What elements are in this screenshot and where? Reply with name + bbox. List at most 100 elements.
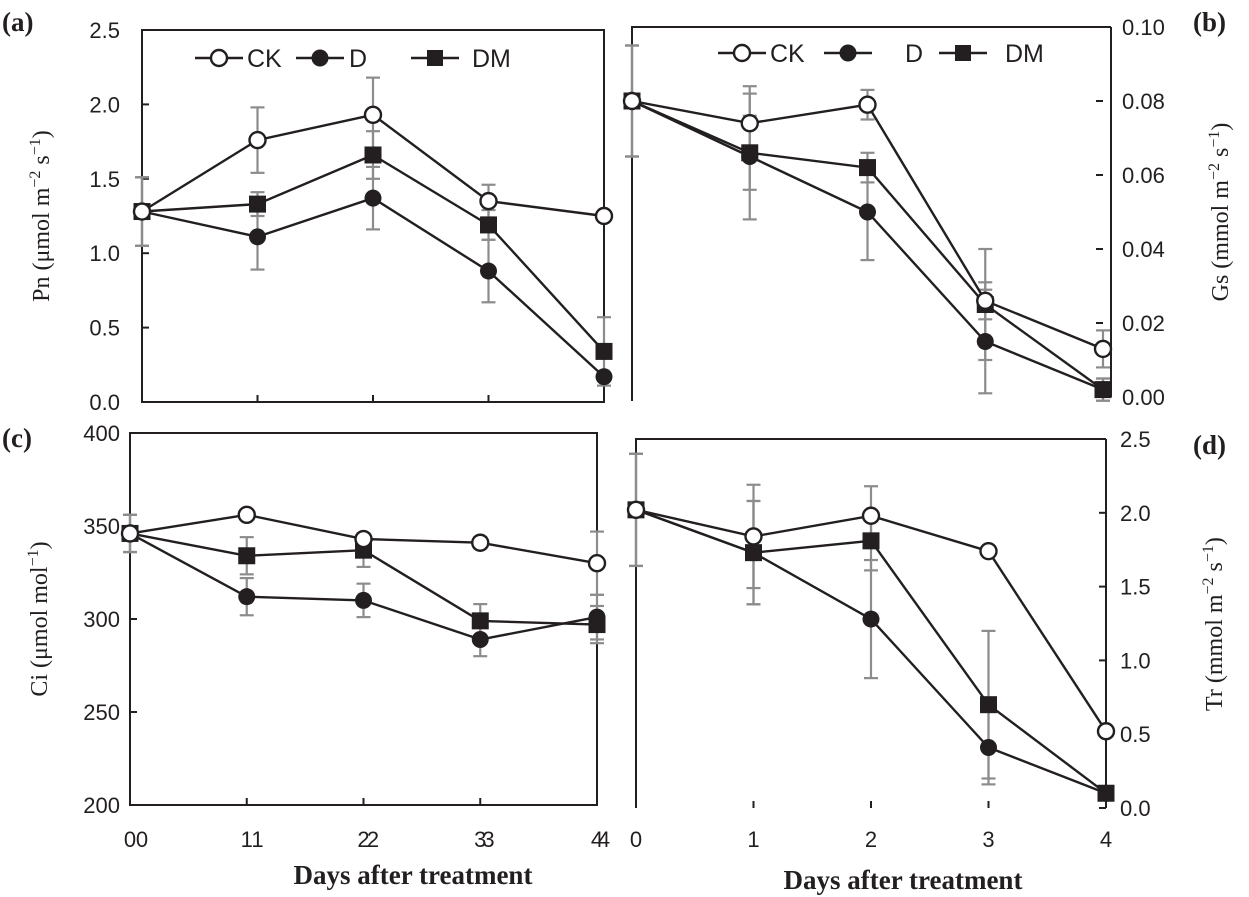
x-tick-label: 0 — [124, 827, 136, 852]
point-ck — [587, 554, 607, 573]
x-tick-label: 0 — [630, 827, 642, 852]
y-axis-label: Tr (mmol m−2 s−1) — [1200, 537, 1228, 711]
x-tick-label: 2 — [865, 827, 877, 852]
y-axis-label: Pn (μmol m−2 s−1) — [27, 130, 55, 302]
point-d — [364, 189, 382, 207]
point-d — [471, 630, 489, 648]
point-ck — [1093, 339, 1113, 359]
legend-marker-d — [839, 44, 857, 62]
panel-label: (a) — [2, 7, 33, 37]
y-tick-label: 1.5 — [89, 167, 120, 192]
panel-label: (b) — [1193, 7, 1226, 37]
y-ticks: 200 250 300 350 400 — [83, 421, 137, 818]
point-ck — [479, 191, 498, 211]
legend-marker-dm — [955, 45, 971, 61]
point-d — [588, 608, 606, 626]
point-ck — [363, 105, 383, 125]
point-dm — [238, 547, 256, 565]
y-tick-label: 0.02 — [1122, 311, 1165, 336]
x-axis-title-right: Days after treatment — [784, 865, 1023, 895]
y-ticks: 0.00 0.02 0.04 0.06 0.08 0.10 — [1096, 15, 1165, 410]
x-ticks: 0 1 2 3 4 — [630, 801, 1112, 852]
plot-frame — [635, 438, 1106, 808]
point-d — [980, 738, 997, 756]
point-d — [745, 544, 762, 562]
panel-b: 0.00 0.02 0.04 0.06 0.08 0.10 (b) Gs (mmol m−… — [622, 7, 1234, 410]
y-tick-label: 400 — [83, 421, 120, 446]
legend: CK D DM — [718, 40, 1044, 68]
y-tick-label: 2.0 — [1120, 501, 1151, 526]
x-tick-label: 3 — [982, 827, 994, 852]
legend-label-dm: DM — [1005, 40, 1044, 68]
point-d — [976, 333, 994, 350]
y-tick-label: 0.10 — [1122, 15, 1165, 40]
point-ck — [471, 533, 490, 552]
point-dm — [862, 532, 880, 550]
legend-marker-d — [311, 49, 329, 67]
y-tick-label: 1.0 — [89, 241, 120, 266]
legend-label-ck: CK — [770, 40, 805, 68]
point-dm — [364, 146, 382, 164]
error-bars — [629, 452, 996, 786]
data-points — [120, 505, 607, 648]
y-tick-label: 0.5 — [89, 316, 120, 341]
point-ck — [744, 527, 763, 546]
data-points — [626, 500, 1116, 802]
legend-label-d: D — [349, 45, 367, 73]
x-tick-label: 2 — [367, 827, 379, 852]
point-d — [238, 588, 256, 606]
point-dm — [249, 195, 266, 213]
legend-marker-dm — [427, 50, 443, 66]
y-tick-label: 0.04 — [1122, 237, 1165, 262]
legend-label-dm: DM — [472, 45, 511, 73]
point-ck — [740, 113, 759, 133]
y-tick-label: 2.5 — [89, 18, 120, 43]
point-d — [1097, 784, 1115, 802]
point-ck — [594, 206, 614, 226]
legend-label-d: D — [905, 40, 923, 68]
y-tick-label: 1.5 — [1120, 575, 1151, 600]
point-d — [480, 262, 497, 280]
x-tick-label: 0 — [136, 827, 148, 852]
point-ck — [858, 95, 877, 114]
y-tick-label: 0.00 — [1122, 385, 1165, 410]
legend-marker-ck — [732, 43, 752, 63]
point-dm — [980, 696, 997, 714]
point-dm — [471, 612, 489, 630]
point-ck — [354, 529, 373, 549]
y-tick-label: 250 — [83, 700, 120, 725]
point-ck — [237, 505, 256, 525]
data-points — [622, 91, 1113, 399]
x-tick-label: 3 — [482, 827, 494, 852]
y-tick-label: 0.0 — [89, 390, 120, 415]
x-axis-title-left: Days after treatment — [294, 860, 533, 890]
point-dm — [595, 342, 613, 360]
y-tick-label: 200 — [83, 793, 120, 818]
point-ck — [626, 500, 646, 520]
point-ck — [248, 130, 267, 150]
point-ck — [976, 291, 995, 310]
panel-label: (d) — [1193, 430, 1226, 460]
point-ck — [979, 541, 998, 561]
y-tick-label: 300 — [83, 607, 120, 632]
point-d — [595, 368, 613, 386]
y-axis-label: Ci (μmol mol−1) — [25, 541, 53, 696]
x-ticks: 0 1 2 3 4 — [124, 798, 603, 852]
legend: CK D DM — [195, 45, 511, 73]
panel-d: 0.0 0.5 1.0 1.5 2.0 2.5 0 1 2 3 4 (d) Tr (mmol m−… — [626, 427, 1228, 852]
y-tick-label: 0.5 — [1120, 722, 1151, 747]
y-tick-label: 0.08 — [1122, 89, 1165, 114]
point-ck — [132, 202, 152, 221]
x-tick-label: 2 — [357, 827, 369, 852]
y-ticks: 0.0 0.5 1.0 1.5 2.0 2.5 — [1099, 427, 1151, 821]
y-axis-label: Gs (mmol m−2 s−1) — [1206, 123, 1234, 302]
data-points — [132, 105, 614, 386]
x-tick-label: 1 — [241, 827, 253, 852]
point-d — [1094, 381, 1112, 399]
plot-frame — [129, 432, 598, 806]
point-d — [859, 203, 876, 221]
point-ck — [861, 506, 881, 525]
x-tick-label: 4 — [1100, 827, 1112, 852]
panel-c: 200 250 300 350 400 0 1 2 3 4 (c) Ci (μmol mol−1… — [2, 421, 607, 852]
